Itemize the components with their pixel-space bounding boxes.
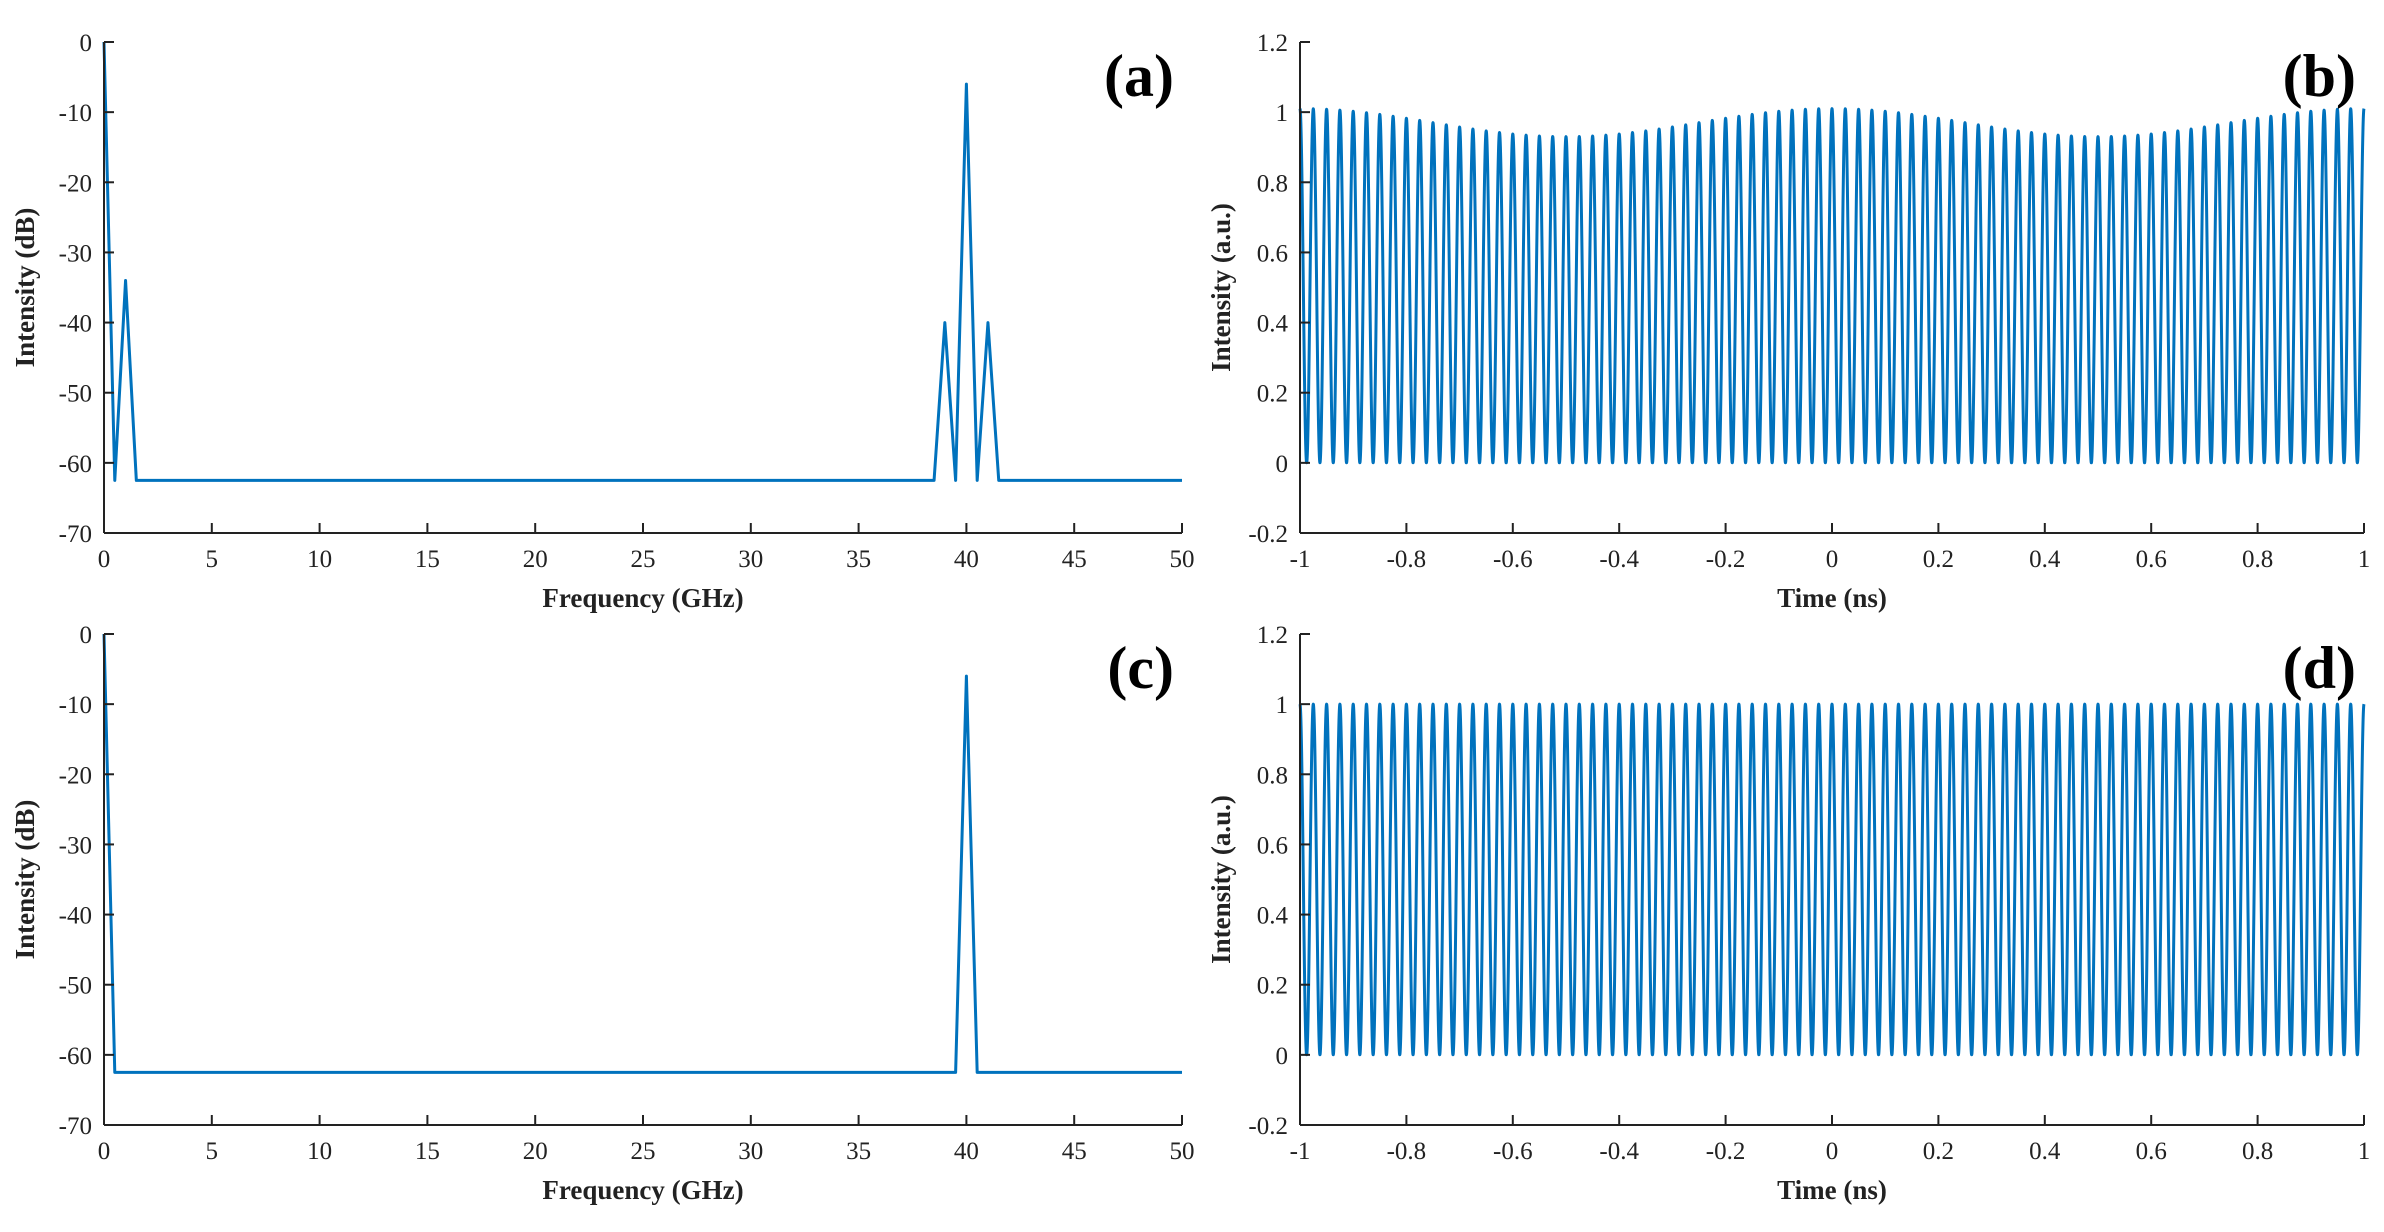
y-tick-label: 0.8 [1257,762,1288,789]
x-tick-label: 1 [2358,546,2371,573]
x-tick-label: 45 [1062,546,1087,573]
x-tick-label: 30 [738,546,763,573]
y-axis-title: Intensity (a.u.) [1206,795,1236,964]
y-tick-label: 1 [1276,692,1289,719]
y-tick-label: 0.6 [1257,240,1288,267]
x-tick-label: -0.6 [1493,1138,1533,1165]
y-axis-title: Intensity (a.u.) [1206,203,1236,372]
y-tick-label: -20 [59,762,92,789]
y-tick-label: -40 [59,903,92,930]
x-tick-label: -1 [1290,546,1311,573]
x-tick-label: 5 [206,1138,219,1165]
x-tick-label: 25 [631,1138,656,1165]
panel-b: -1 -0.8 -0.6 -0.4 -0.2 0 0.2 0.4 0.6 0.8 1 1.2 1 0.8 0… [1206,30,2370,613]
x-tick-label: 40 [954,546,979,573]
x-tick-label: 0.8 [2242,546,2273,573]
y-tick-label: 1.2 [1257,30,1288,57]
x-tick-label: 15 [415,546,440,573]
x-tick-label: 45 [1062,1138,1087,1165]
y-tick-label: 1 [1276,100,1289,127]
x-tick-label: -0.8 [1387,1138,1427,1165]
x-axis-title: Time (ns) [1777,1175,1887,1205]
y-tick-label: -0.2 [1248,521,1288,548]
y-axis-title: Intensity (dB) [10,800,40,960]
x-axis-title: Time (ns) [1777,583,1887,613]
y-tick-label: -40 [59,311,92,338]
y-tick-label: 1.2 [1257,622,1288,649]
panel-label: (c) [1107,635,1174,701]
y-tick-label: -0.2 [1248,1113,1288,1140]
y-tick-label: -50 [59,973,92,1000]
x-tick-label: 35 [846,546,871,573]
x-tick-label: 0.2 [1923,1138,1954,1165]
x-tick-label: 0.6 [2136,546,2167,573]
x-tick-label: 15 [415,1138,440,1165]
panel-c: 0 5 10 15 20 25 30 35 40 45 50 0 -10 -20 -30 -40 -50 -60 -… [10,622,1195,1205]
x-tick-label: 0 [1826,546,1839,573]
x-tick-label: 0 [98,1138,111,1165]
x-tick-label: -1 [1290,1138,1311,1165]
y-tick-label: 0 [80,622,93,649]
x-tick-label: 1 [2358,1138,2371,1165]
x-tick-label: -0.6 [1493,546,1533,573]
series-line [1298,107,2366,465]
y-tick-label: -70 [59,521,92,548]
y-axis-title: Intensity (dB) [10,208,40,368]
panel-label: (b) [2283,43,2356,109]
x-axis-title: Frequency (GHz) [542,583,743,613]
panel-label: (d) [2283,635,2356,701]
x-tick-label: -0.2 [1706,546,1746,573]
x-tick-label: 40 [954,1138,979,1165]
y-tick-label: -30 [59,240,92,267]
y-tick-label: 0 [1276,451,1289,478]
y-tick-label: -60 [59,451,92,478]
panel-a: 0 5 10 15 20 25 30 35 40 45 50 0 -10 -20 -30 -40 -50 -60 -… [10,30,1195,613]
series-line [102,41,1182,482]
x-tick-label: 5 [206,546,219,573]
y-tick-label: 0 [80,30,93,57]
series-line [1298,702,2366,1057]
y-tick-label: 0.2 [1257,381,1288,408]
y-tick-label: 0.6 [1257,832,1288,859]
x-tick-label: -0.2 [1706,1138,1746,1165]
x-tick-label: 10 [307,546,332,573]
x-tick-label: 20 [523,1138,548,1165]
y-tick-label: -60 [59,1043,92,1070]
y-tick-label: -50 [59,381,92,408]
y-tick-label: -70 [59,1113,92,1140]
x-tick-label: 0.4 [2029,1138,2061,1165]
y-tick-label: 0.2 [1257,973,1288,1000]
x-tick-label: -0.8 [1387,546,1427,573]
y-tick-label: 0.8 [1257,170,1288,197]
panel-d: -1 -0.8 -0.6 -0.4 -0.2 0 0.2 0.4 0.6 0.8 1 1.2 1 0.8 0… [1206,622,2370,1205]
y-tick-label: -10 [59,692,92,719]
y-tick-label: -10 [59,100,92,127]
x-axis-title: Frequency (GHz) [542,1175,743,1205]
x-tick-label: 10 [307,1138,332,1165]
x-tick-label: 35 [846,1138,871,1165]
x-tick-label: 0.6 [2136,1138,2167,1165]
x-tick-label: 50 [1170,546,1195,573]
x-tick-label: 0.8 [2242,1138,2273,1165]
x-tick-label: 0 [98,546,111,573]
x-tick-label: 20 [523,546,548,573]
x-tick-label: 25 [631,546,656,573]
x-tick-label: 30 [738,1138,763,1165]
y-tick-label: -20 [59,170,92,197]
x-tick-label: -0.4 [1599,546,1639,573]
panel-label: (a) [1104,43,1174,109]
series-line [102,633,1182,1074]
y-tick-label: 0.4 [1257,311,1289,338]
y-tick-label: 0.4 [1257,903,1289,930]
y-tick-label: -30 [59,832,92,859]
x-tick-label: 0 [1826,1138,1839,1165]
x-tick-label: 50 [1170,1138,1195,1165]
y-tick-label: 0 [1276,1043,1289,1070]
x-tick-label: 0.2 [1923,546,1954,573]
x-tick-label: -0.4 [1599,1138,1639,1165]
x-tick-label: 0.4 [2029,546,2061,573]
